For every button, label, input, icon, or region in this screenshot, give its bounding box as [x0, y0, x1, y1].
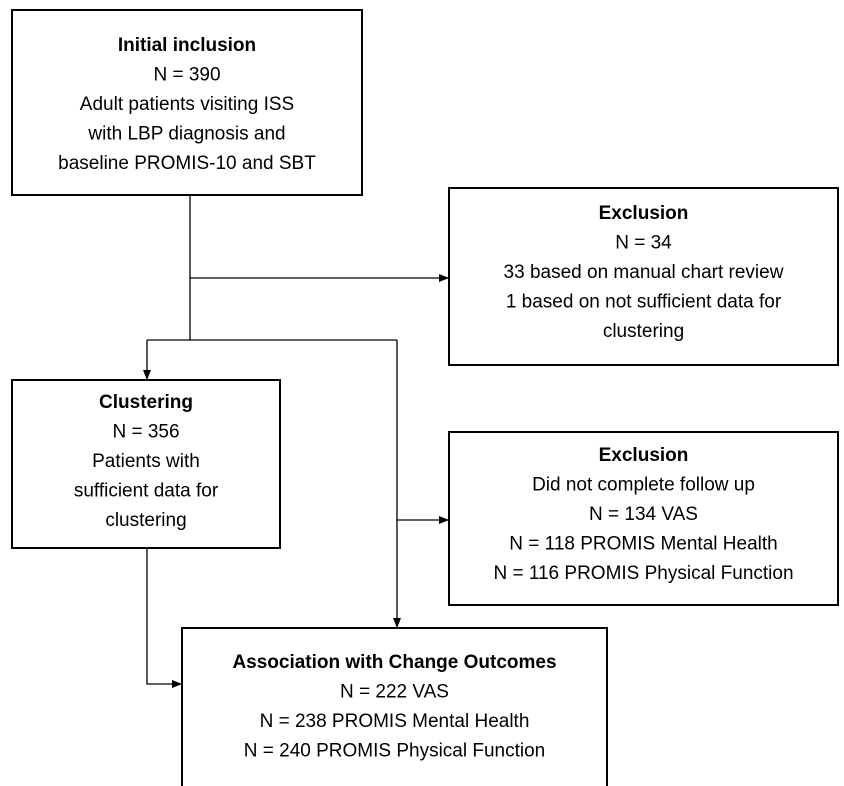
node-title: Clustering — [99, 392, 193, 413]
node: Exclusion Did not complete follow up N = 1… — [448, 431, 839, 606]
node-line: N = 390 — [153, 65, 220, 86]
node-title: Association with Change Outcomes — [232, 652, 556, 673]
boxes: Initial inclusion N = 390 Adult patients v… — [11, 9, 839, 786]
node-line: 33 based on manual chart review — [504, 262, 784, 283]
node-box — [448, 187, 839, 366]
node-line: 1 based on not sufficient data for — [506, 292, 782, 313]
node-line: Did not complete follow up — [532, 475, 755, 496]
node-title: Exclusion — [599, 445, 689, 466]
node-line: Adult patients visiting ISS — [80, 94, 294, 115]
node: Initial inclusion N = 390 Adult patients v… — [11, 9, 363, 196]
node-line: baseline PROMIS-10 and SBT — [58, 153, 316, 174]
node-box — [11, 9, 363, 196]
node-box — [181, 627, 608, 786]
node-box — [448, 431, 839, 606]
node-title: Initial inclusion — [118, 35, 256, 56]
node-line: N = 116 PROMIS Physical Function — [493, 563, 793, 584]
node-line: N = 34 — [615, 233, 672, 254]
node-line: clustering — [105, 510, 186, 531]
connectors — [143, 195, 449, 688]
node-line: N = 240 PROMIS Physical Function — [244, 741, 546, 762]
node-line: Patients with — [92, 451, 200, 472]
node-line: N = 222 VAS — [340, 682, 449, 703]
arrow — [146, 548, 182, 688]
node-line: N = 118 PROMIS Mental Health — [509, 534, 777, 555]
node-line: N = 238 PROMIS Mental Health — [260, 711, 530, 732]
node: Clustering N = 356 Patients with sufficient… — [11, 379, 281, 549]
node-line: sufficient data for — [74, 481, 219, 502]
node-line: N = 134 VAS — [589, 504, 698, 525]
node-line: clustering — [603, 321, 684, 342]
node-line: N = 356 — [112, 422, 179, 443]
node-box — [11, 379, 281, 549]
node-line: with LBP diagnosis and — [87, 124, 285, 145]
node-title: Exclusion — [599, 203, 689, 224]
node: Exclusion N = 34 33 based on manual chart … — [448, 187, 839, 366]
node: Association with Change Outcomes N = 222 … — [181, 627, 608, 786]
